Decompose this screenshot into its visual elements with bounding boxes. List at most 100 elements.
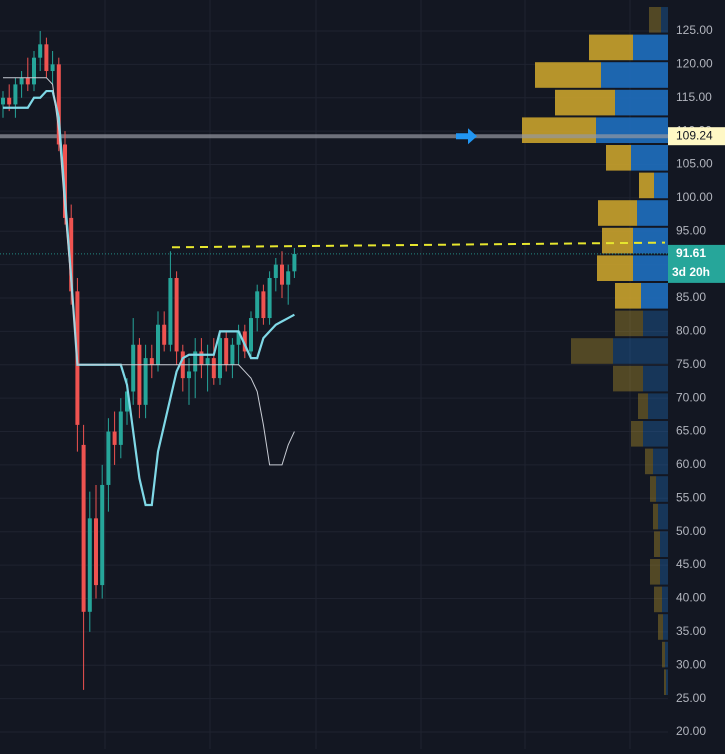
candle-body — [242, 331, 247, 352]
countdown-label: 3d 20h — [672, 265, 710, 279]
candle-body — [50, 64, 55, 72]
candle-body — [125, 391, 129, 412]
y-tick-label: 35.00 — [676, 624, 706, 638]
profile-sell — [615, 310, 643, 337]
candle-body — [19, 77, 24, 85]
candle-body — [149, 358, 154, 365]
candle-body — [205, 358, 210, 365]
profile-sell — [597, 255, 633, 282]
profile-buy — [596, 117, 668, 144]
profile-buy — [633, 255, 668, 282]
profile-buy — [633, 227, 668, 254]
candle-body — [230, 344, 235, 365]
candle-body — [143, 358, 148, 405]
profile-buy — [615, 89, 668, 116]
profile-buy — [654, 172, 668, 199]
y-tick-label: 20.00 — [676, 724, 706, 738]
y-tick-label: 45.00 — [676, 557, 706, 571]
candle-body — [193, 351, 198, 372]
profile-sell — [535, 62, 601, 88]
candle-body — [273, 264, 278, 278]
last-price-label: 91.61 — [676, 246, 706, 260]
candle-body — [81, 444, 86, 612]
y-tick-label: 60.00 — [676, 457, 706, 471]
profile-buy — [637, 200, 668, 226]
profile-sell — [598, 200, 637, 226]
profile-sell — [645, 448, 653, 475]
candle-body — [249, 318, 253, 352]
profile-sell — [662, 641, 665, 668]
y-tick-label: 50.00 — [676, 524, 706, 538]
candle-body — [100, 484, 105, 586]
vertical-grid — [104, 0, 631, 749]
profile-sell — [589, 34, 633, 61]
candle-body — [13, 84, 18, 105]
candle-body — [137, 344, 142, 405]
trend-line — [171, 241, 666, 249]
y-tick-label: 125.00 — [676, 23, 713, 37]
profile-buy — [656, 476, 668, 502]
profile-sell — [650, 558, 660, 585]
indicator-line — [3, 89, 295, 507]
profile-buy — [633, 34, 668, 61]
candle-body — [112, 431, 117, 445]
profile-sell — [639, 172, 654, 199]
y-tick-label: 105.00 — [676, 157, 713, 171]
y-tick-label: 95.00 — [676, 223, 706, 237]
y-tick-label: 115.00 — [676, 90, 712, 104]
candle-body — [211, 358, 216, 379]
profile-sell — [631, 420, 643, 447]
profile-buy — [601, 62, 668, 88]
profile-sell — [649, 7, 661, 33]
y-tick-label: 80.00 — [676, 324, 706, 338]
profile-buy — [660, 558, 668, 585]
candle-body — [187, 371, 191, 379]
candle-body — [261, 291, 266, 319]
y-tick-label: 100.00 — [676, 190, 713, 204]
candle-body — [174, 277, 179, 352]
candle-body — [87, 518, 92, 612]
profile-buy — [643, 310, 668, 337]
profile-sell — [638, 393, 648, 419]
candle-body — [44, 44, 49, 72]
candle-body — [131, 344, 136, 392]
price-line-label-bg — [668, 127, 725, 146]
profile-sell — [650, 476, 656, 502]
candle-body — [94, 518, 98, 586]
profile-buy — [666, 669, 668, 695]
candle-body — [218, 338, 222, 379]
profile-sell — [654, 531, 660, 557]
last-price-label-bg — [668, 244, 725, 283]
candle-body — [236, 331, 241, 345]
profile-buy — [660, 531, 668, 557]
indicator-line — [3, 77, 295, 466]
profile-buy — [631, 145, 668, 171]
y-tick-label: 75.00 — [676, 357, 706, 371]
profile-buy — [661, 7, 668, 33]
y-tick-label: 55.00 — [676, 490, 706, 504]
profile-sell — [602, 227, 633, 254]
candle-body — [255, 291, 260, 319]
candle-body — [224, 338, 229, 365]
y-tick-label: 30.00 — [676, 657, 706, 671]
profile-sell — [654, 586, 662, 613]
candle-body — [168, 277, 173, 345]
candle-body — [7, 97, 12, 105]
y-tick-label: 40.00 — [676, 591, 706, 605]
profile-buy — [643, 420, 668, 447]
profile-buy — [658, 503, 668, 530]
y-tick-label: 120.00 — [676, 57, 713, 71]
candle-body — [162, 324, 167, 345]
candle-body — [118, 411, 123, 445]
profile-sell — [653, 503, 658, 530]
candle-body — [106, 431, 111, 485]
profile-buy — [653, 448, 668, 475]
candle-body — [38, 44, 43, 58]
candle-body — [286, 271, 291, 285]
candle-body — [1, 97, 5, 105]
candle-body — [69, 217, 74, 292]
candle-body — [280, 264, 284, 285]
y-tick-label: 65.00 — [676, 424, 706, 438]
profile-sell — [555, 89, 615, 116]
